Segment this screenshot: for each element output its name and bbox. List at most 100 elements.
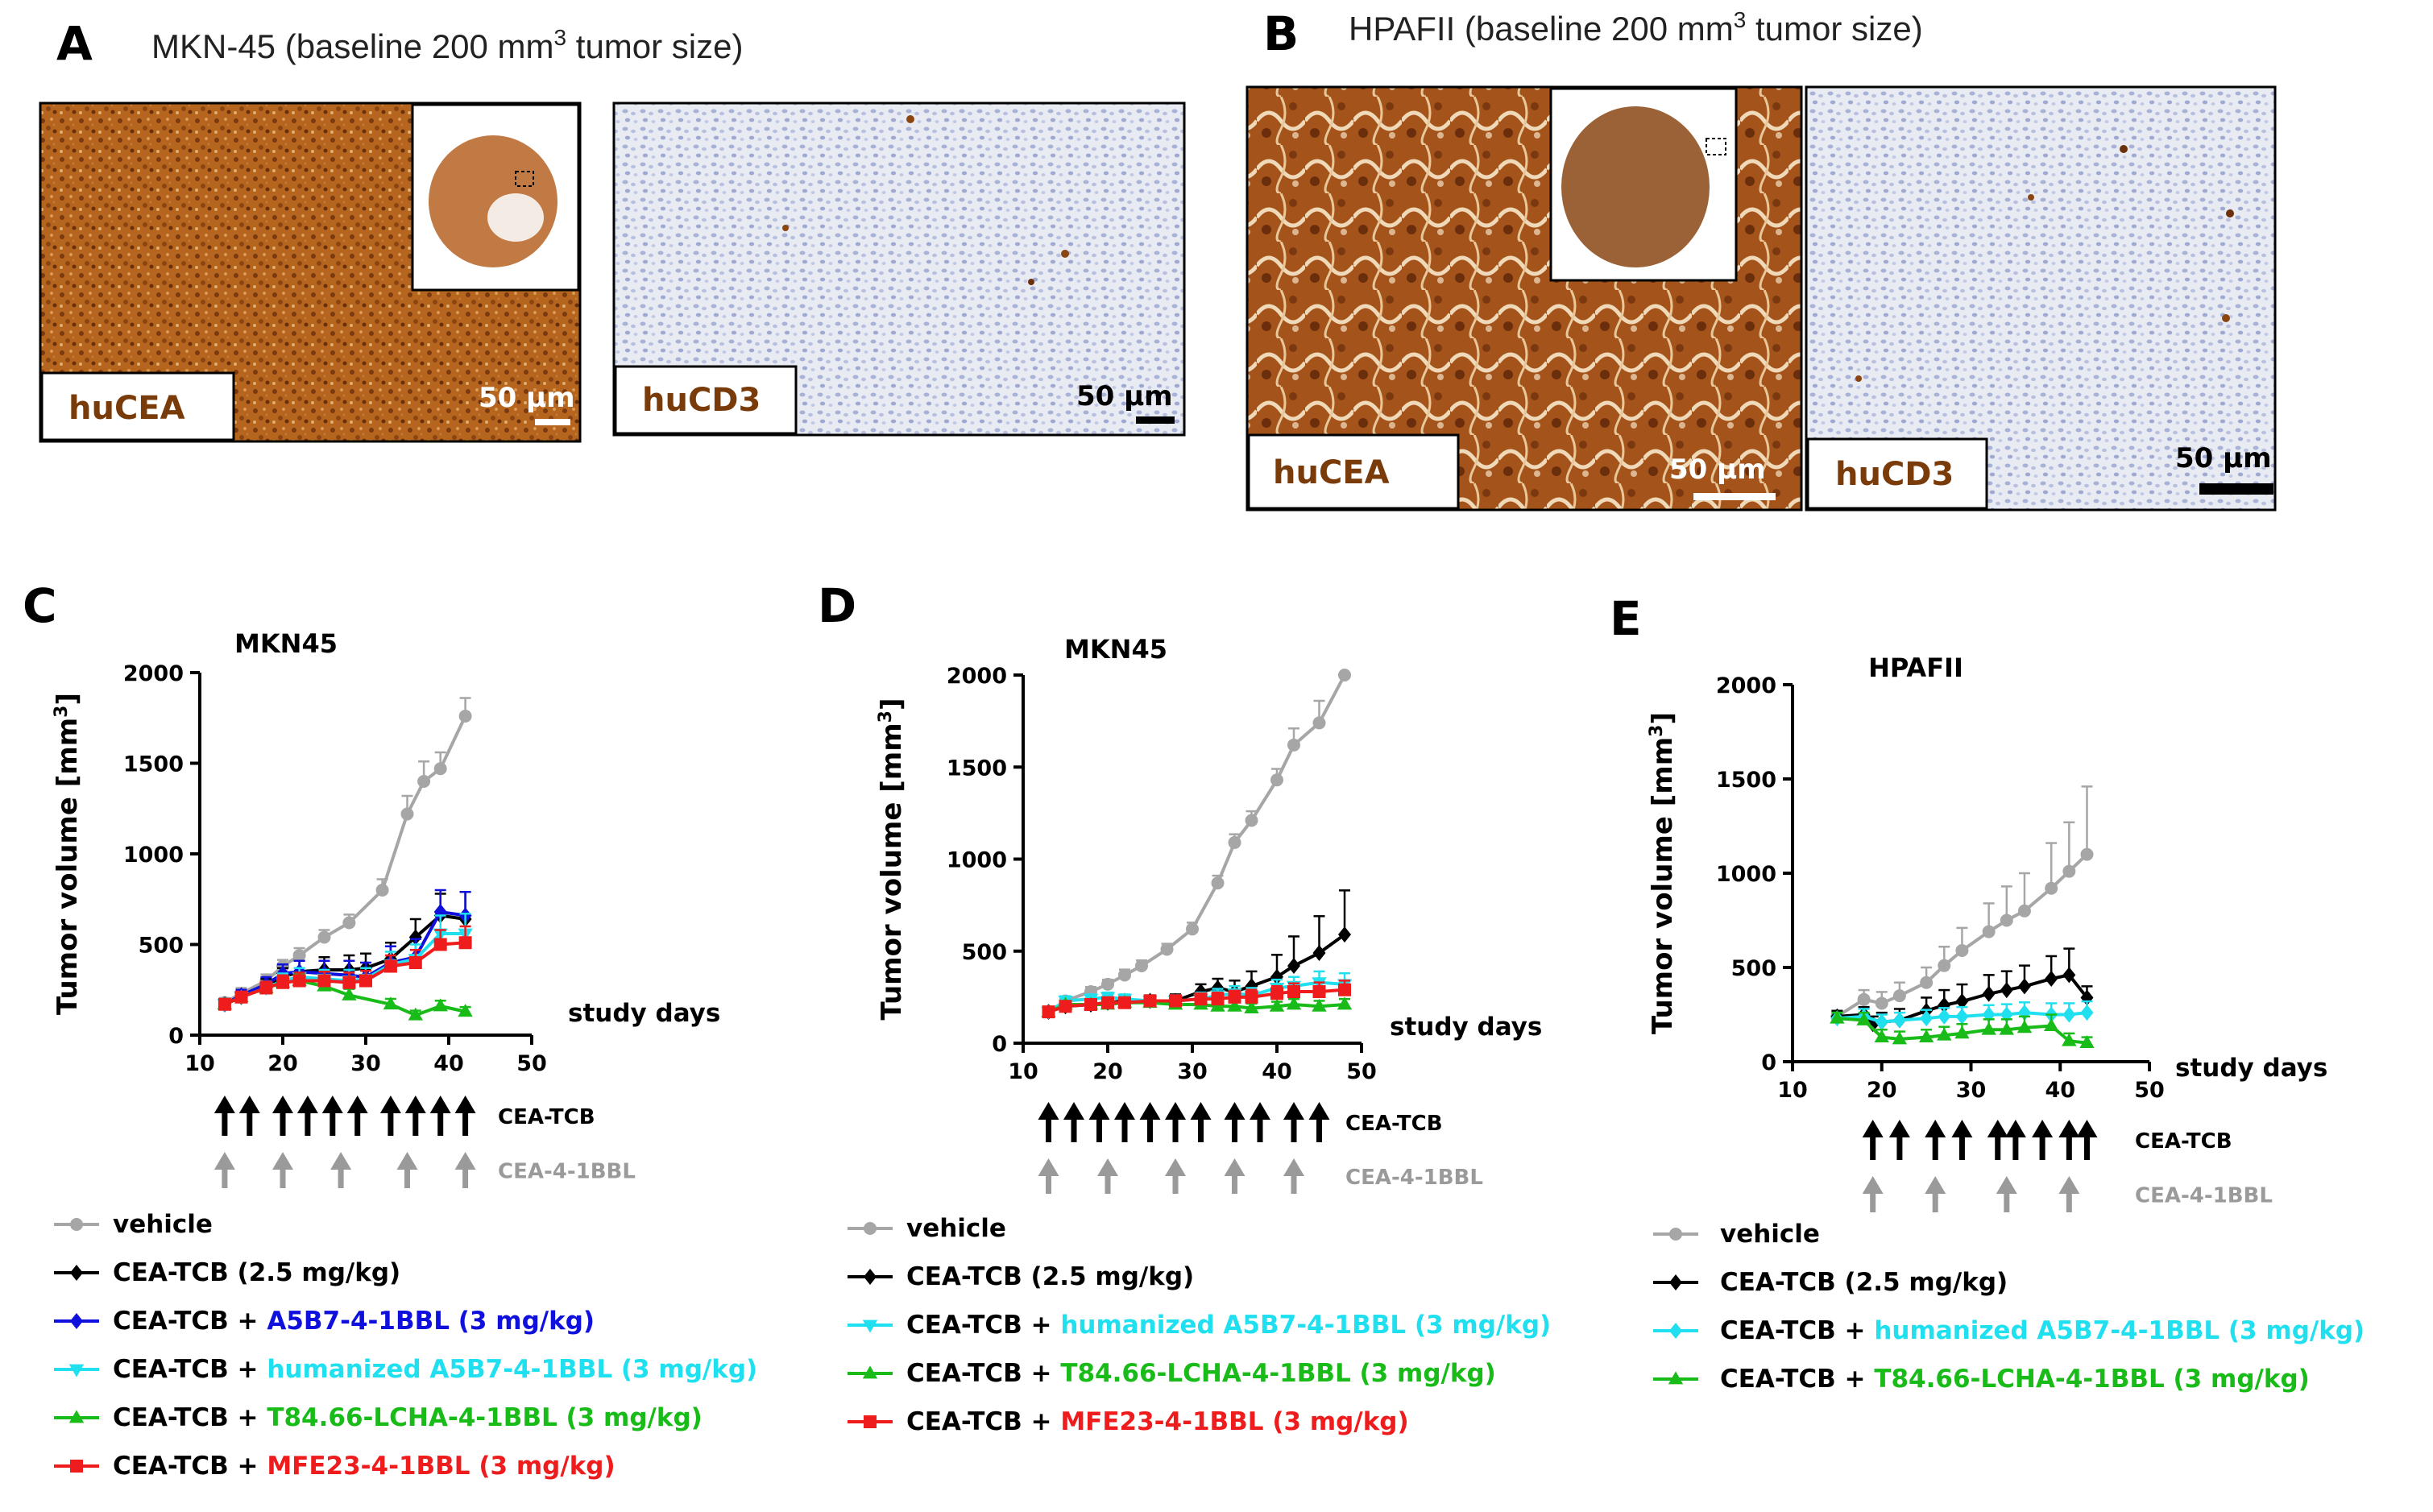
data-point [1312,945,1326,962]
data-point [1160,942,1174,956]
data-point [1286,996,1302,1010]
data-point [1338,926,1351,943]
legend-swatch-marker [68,1410,85,1423]
legend-swatch-marker [1669,1274,1682,1290]
legend-label: CEA-TCB + humanized A5B7-4-1BBL (3 mg/kg… [113,1355,757,1384]
dose-arrow-cea-tcb [272,1096,293,1136]
data-point [433,998,448,1012]
arrow-label-cea-tcb: CEA-TCB [498,1105,595,1129]
data-point [1084,998,1097,1012]
legend-swatch-marker [862,1365,878,1379]
scale-bar-label-a2: 50 µm [1076,380,1173,412]
stain-label-box-a2 [614,365,798,435]
data-point [1118,968,1131,982]
y-tick-label: 500 [139,934,184,959]
x-tick-label: 50 [2134,1078,2165,1103]
legend-item-t84: CEA-TCB + T84.66-LCHA-4-1BBL (3 mg/kg) [1653,1365,2310,1394]
data-point [1875,996,1888,1010]
data-point [375,884,389,897]
panel-letter-d: D [818,578,856,633]
data-point [1338,983,1351,996]
micrograph-b-huCD3: huCD3 50 µm [1805,85,2277,512]
x-tick-label: 30 [1177,1059,1208,1084]
data-point [218,997,231,1011]
data-point [1101,977,1114,991]
panel-letter-a: A [56,16,93,71]
scale-bar-label-b1: 50 µm [1669,454,1766,486]
legend-swatch-marker [70,1265,83,1281]
legend-label: vehicle [1720,1220,1820,1249]
data-point [2080,1005,2094,1021]
dose-arrow-cea-4-1bbl [213,1152,235,1188]
data-point [1937,1027,1952,1041]
legend-swatch-marker [862,1319,878,1333]
data-point [1955,993,1969,1010]
dose-arrow-cea-tcb [1308,1102,1330,1142]
data-point [400,807,414,821]
data-point [2062,967,2076,984]
series-mfe23 [1042,980,1351,1019]
chart-title: MKN45 [1064,634,1167,665]
data-point [1312,985,1326,999]
data-point [1118,996,1131,1009]
dose-arrow-cea-tcb [1165,1102,1186,1142]
dose-arrow-cea-tcb [1224,1102,1246,1142]
data-point [1874,1029,1889,1042]
legend-item-cea-tcb: CEA-TCB (2.5 mg/kg) [848,1262,1194,1291]
data-point [2000,982,2013,999]
data-point [1101,996,1114,1009]
x-tick-label: 40 [433,1051,464,1076]
dose-arrow-cea-tcb [1888,1120,1910,1160]
data-point [1042,1005,1055,1019]
panel-a: A MKN-45 (baseline 200 mm3 tumor size) h… [39,16,1186,443]
panel-a-title: MKN-45 (baseline 200 mm3 tumor size) [151,25,743,65]
micrograph-a-huCEA: huCEA 50 µm [39,101,582,443]
x-tick-label: 20 [267,1051,298,1076]
y-tick-label: 0 [168,1024,184,1049]
data-point [1287,958,1300,975]
legend-label: CEA-TCB + humanized A5B7-4-1BBL (3 mg/kg… [1720,1316,2365,1345]
data-point [2017,978,2031,995]
data-point [1830,1010,1845,1024]
y-tick-label: 2000 [1716,673,1776,698]
micrograph-b-huCEA: huCEA 50 µm [1246,85,1803,512]
legend-label: vehicle [113,1210,213,1239]
dose-arrow-cea-tcb [2076,1120,2098,1160]
data-point [2016,1020,2033,1034]
x-axis-label: study days [1390,1013,1542,1042]
series-vehicle [1042,669,1351,1019]
panel-b-title: HPAFII (baseline 200 mm3 tumor size) [1349,7,1923,48]
dose-arrow-cea-tcb [1190,1102,1212,1142]
data-point [1227,998,1242,1012]
data-point [2045,881,2058,895]
dose-arrow-cea-tcb [321,1096,343,1136]
x-axis-label: study days [2175,1054,2327,1083]
data-point [2062,1006,2076,1023]
legend-swatch-marker [1669,1323,1682,1339]
legend-item-humanized-a5b7: CEA-TCB + humanized A5B7-4-1BBL (3 mg/kg… [1653,1316,2365,1345]
dose-arrow-cea-tcb [454,1096,476,1136]
arrow-label-cea-4-1bbl: CEA-4-1BBL [498,1160,636,1184]
stain-label-a2: huCD3 [642,382,761,419]
data-point [317,974,331,988]
legend-label: CEA-TCB + T84.66-LCHA-4-1BBL (3 mg/kg) [906,1359,1496,1388]
data-point [2000,913,2013,927]
data-point [1186,922,1199,936]
scale-bar-b2 [2199,483,2273,495]
dose-arrow-cea-4-1bbl [396,1152,418,1188]
data-point [1312,998,1327,1012]
dose-arrow-cea-4-1bbl [1283,1158,1304,1194]
chart-e: E HPAFII Tumor volume [mm3] 0 500 1000 1500 200… [1610,591,2365,1394]
dose-arrow-cea-tcb [1862,1120,1884,1160]
data-point [359,974,372,988]
arrow-label-cea-tcb: CEA-TCB [2135,1129,2232,1154]
legend-label: CEA-TCB (2.5 mg/kg) [113,1258,400,1287]
y-tick-label: 1500 [1716,768,1776,793]
stain-label-a1: huCEA [68,390,185,427]
legend-item-vehicle: vehicle [1653,1220,1820,1249]
legend-swatch-marker [1669,1228,1682,1241]
data-point [433,938,447,951]
data-point [1955,1008,1969,1025]
data-point [433,762,447,776]
panel-b: B HPAFII (baseline 200 mm3 tumor size) h… [1246,6,2277,512]
